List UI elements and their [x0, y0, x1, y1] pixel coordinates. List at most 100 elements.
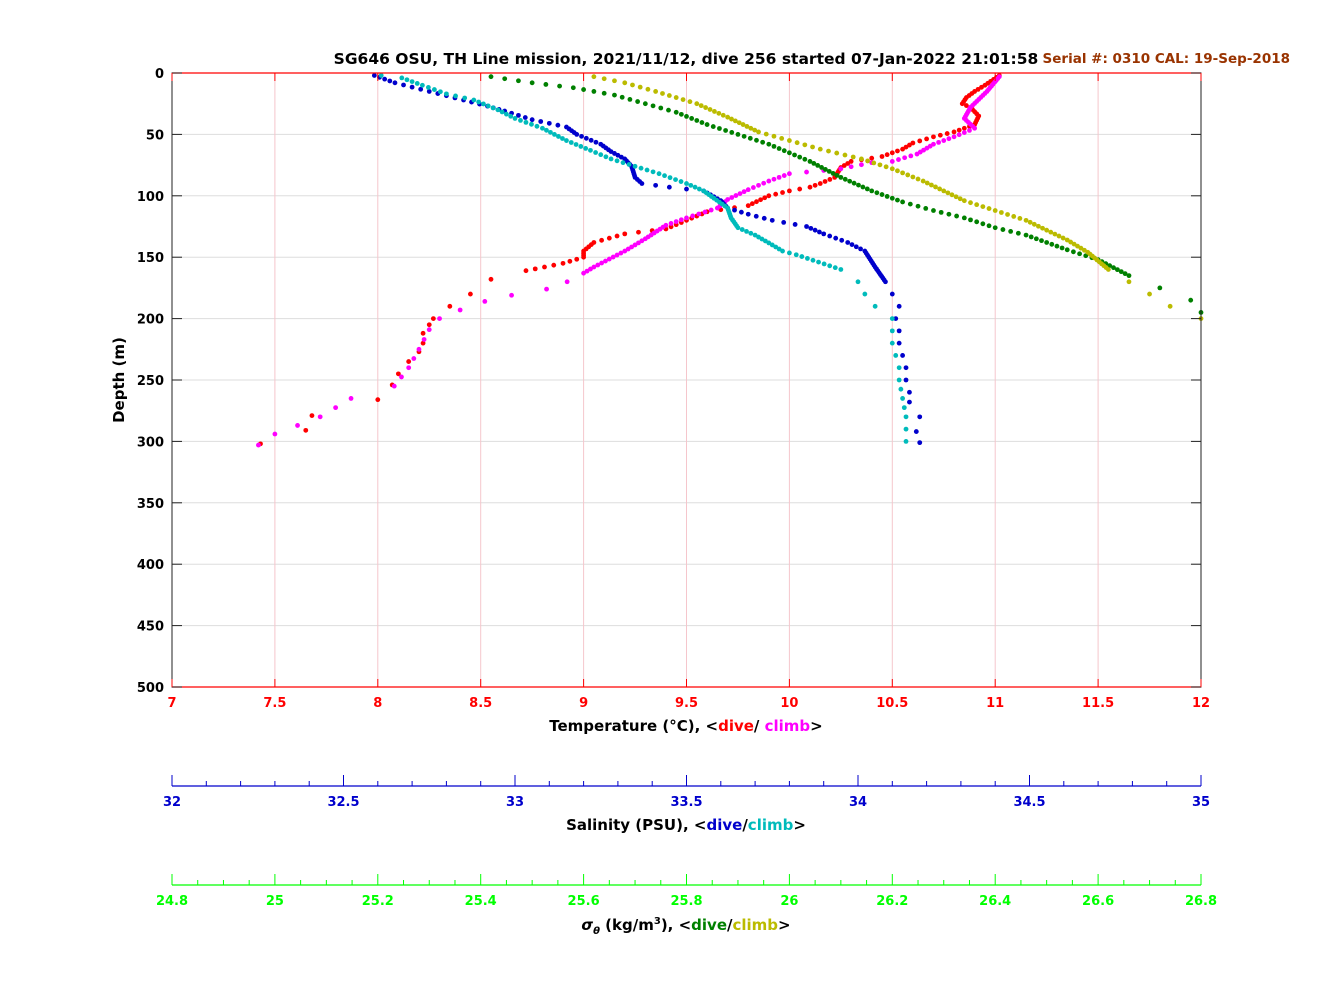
temperature-dive-point: [551, 262, 557, 268]
depth-tick-label: 150: [137, 251, 164, 266]
sigma-label-symbol: σ: [581, 916, 593, 934]
salinity-climb-point: [678, 179, 684, 184]
sigma-dive-point: [961, 215, 967, 221]
temperature-dive-point: [807, 184, 813, 190]
depth-tick-label: 0: [155, 67, 164, 82]
sigma-axis-label: σθ (kg/m3), <dive/climb>: [581, 916, 790, 937]
salinity-dive-point: [827, 233, 833, 239]
sigma-dive-point: [747, 135, 753, 141]
sigma-dive-point: [1071, 249, 1076, 255]
sigma-climb-point: [941, 188, 947, 194]
sigma-dive-point: [874, 190, 880, 196]
sigma-climb-point: [826, 148, 831, 154]
salinity-climb-point: [608, 156, 614, 162]
salinity-climb-point: [626, 162, 632, 167]
sigma-label-dive: dive: [691, 916, 727, 934]
salinity-dive-point: [401, 82, 406, 88]
salinity-climb-point: [614, 158, 620, 164]
temperature-dive-point: [869, 155, 875, 161]
temperature-climb-point: [776, 174, 782, 180]
salinity-climb-point: [471, 97, 477, 103]
sigma-climb-point: [752, 127, 758, 133]
temperature-dive-point: [375, 397, 381, 403]
sigma-dive-point: [834, 172, 840, 178]
sigma-climb-point: [945, 190, 951, 196]
sigma-dive-point: [771, 143, 777, 149]
salinity-dive-point: [858, 246, 863, 252]
salinity-dive-point: [579, 133, 584, 139]
sigma-climb-point: [653, 89, 659, 94]
salinity-dive-point: [387, 78, 393, 84]
sigma-dive-point: [815, 163, 821, 168]
temperature-climb-point: [606, 256, 612, 262]
salinity-dive-point: [792, 222, 798, 227]
sigma-climb-point: [1040, 225, 1045, 231]
salinity-climb-point: [620, 160, 626, 166]
temperature-climb-point: [295, 423, 300, 428]
temperature-dive-point: [773, 191, 779, 197]
temperature-climb-point: [961, 130, 967, 135]
salinity-climb-point: [896, 377, 902, 383]
sigma-dive-point: [1059, 245, 1065, 251]
sigma-climb-point: [771, 133, 777, 139]
salinity-dive-point: [574, 132, 580, 137]
salinity-dive-point: [907, 399, 912, 405]
salinity-dive-point: [896, 303, 902, 309]
sigma-dive-point: [1023, 232, 1029, 238]
temperature-dive-point: [963, 103, 969, 108]
sigma-dive-point: [601, 90, 607, 96]
temperature-tick-label: 11.5: [1082, 696, 1114, 711]
temperature-climb-point: [610, 254, 616, 260]
sigma-tick-label: 25: [266, 894, 284, 909]
temperature-climb-point: [482, 299, 488, 304]
temperature-climb-point: [941, 138, 947, 143]
salinity-climb-point: [540, 125, 545, 131]
temperature-tick-label: 7: [167, 696, 176, 711]
sigma-climb-point: [591, 74, 597, 80]
temperature-dive-point: [956, 127, 962, 133]
sigma-climb-point: [612, 78, 617, 84]
sigma-dive-point: [710, 124, 716, 129]
sigma-climb-point: [1147, 291, 1152, 297]
sigma-dive-point: [1028, 234, 1034, 240]
temperature-dive-point: [574, 256, 580, 262]
sigma-dive-point: [1049, 241, 1055, 247]
temperature-climb-point: [391, 383, 397, 389]
depth-axis: 0 50 100 150 200 250 300 350 400 450 500: [137, 67, 1201, 696]
sigma-dive-point: [787, 150, 792, 156]
sigma-label-sep: /: [727, 916, 733, 934]
temperature-tick-label: 7.5: [263, 696, 286, 711]
sigma-label-sup: 3: [654, 916, 661, 927]
sigma-dive-point: [1188, 297, 1194, 303]
sigma-dive-point: [819, 165, 824, 170]
temperature-dive-point: [944, 131, 950, 136]
temperature-dive-point: [937, 132, 943, 138]
sigma-climb-point: [865, 158, 871, 164]
salinity-dive-point: [889, 291, 895, 297]
sigma-dive-point: [781, 148, 787, 154]
sigma-tick-label: 25.8: [670, 894, 702, 909]
sigma-climb-point: [787, 138, 792, 143]
salinity-dive-point: [817, 229, 822, 235]
sigma-dive-point: [830, 170, 836, 176]
salinity-dive-point: [903, 377, 909, 383]
sigma-dive-point: [856, 182, 861, 188]
temperature-dive-point: [780, 190, 785, 195]
sigma-climb-point: [968, 200, 973, 206]
sigma-dive-point: [1044, 240, 1050, 245]
temperature-climb-point: [714, 205, 720, 211]
salinity-climb-point: [518, 118, 523, 123]
sigma-climb-point: [1023, 217, 1029, 223]
temperature-climb-point: [544, 286, 549, 292]
salinity-climb-point: [399, 75, 405, 81]
sigma-climb-point: [1048, 229, 1054, 235]
sigma-dive-point: [802, 156, 808, 162]
salinity-dive-point: [666, 184, 672, 190]
temperature-dive-point: [599, 237, 605, 243]
sigma-dive-point: [1126, 273, 1132, 279]
sigma-climb-point: [871, 160, 877, 166]
temperature-dive-point: [766, 193, 772, 199]
temperature-dive-point: [959, 101, 965, 107]
sigma-dive-point: [1111, 265, 1116, 271]
sigma-dive-point: [992, 225, 998, 231]
